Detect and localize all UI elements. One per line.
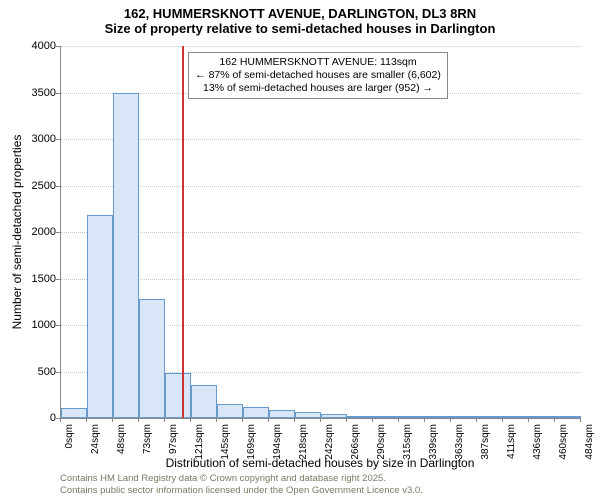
footer-line-2: Contains public sector information licen… [60,485,423,496]
bar [503,416,529,418]
x-tick-mark [424,418,425,422]
footer-note: Contains HM Land Registry data © Crown c… [60,473,423,496]
x-tick-mark [476,418,477,422]
grid-line [61,46,581,47]
bar [295,412,321,418]
y-tick-label: 0 [16,412,56,424]
bar [373,416,399,418]
x-tick-mark [216,418,217,422]
x-tick-mark [502,418,503,422]
x-tick-mark [580,418,581,422]
bar [191,385,217,418]
x-tick-mark [242,418,243,422]
bar [555,416,581,418]
y-tick-label: 3000 [16,133,56,145]
x-tick-mark [528,418,529,422]
bar [243,407,269,418]
plot-area: 162 HUMMERSKNOTT AVENUE: 113sqm ← 87% of… [60,46,581,419]
bar [113,93,139,419]
bar [321,414,347,418]
bar [399,416,425,418]
grid-line [61,139,581,140]
footer-line-1: Contains HM Land Registry data © Crown c… [60,473,423,484]
x-tick-mark [346,418,347,422]
x-tick-mark [398,418,399,422]
annotation-line-3: 13% of semi-detached houses are larger (… [195,82,441,95]
x-tick-mark [294,418,295,422]
marker-line [182,46,184,418]
y-tick-label: 4000 [16,40,56,52]
bar [61,408,87,418]
y-tick-label: 1000 [16,319,56,331]
bar [87,215,113,418]
x-tick-mark [112,418,113,422]
bar [165,373,191,418]
y-tick-label: 1500 [16,273,56,285]
title-block: 162, HUMMERSKNOTT AVENUE, DARLINGTON, DL… [0,0,600,36]
x-tick-mark [86,418,87,422]
bar [269,410,295,418]
bar [347,416,373,418]
title-line-2: Size of property relative to semi-detach… [0,21,600,36]
bar [477,416,503,418]
x-tick-label: 484sqm [584,424,595,464]
bar [139,299,165,418]
bar [529,416,555,418]
bar [425,416,451,418]
bar [217,404,243,418]
x-tick-mark [554,418,555,422]
annotation-box: 162 HUMMERSKNOTT AVENUE: 113sqm ← 87% of… [188,52,448,99]
grid-line [61,186,581,187]
bar [451,416,477,418]
annotation-line-1: 162 HUMMERSKNOTT AVENUE: 113sqm [195,56,441,69]
x-axis-label: Distribution of semi-detached houses by … [60,456,580,470]
x-tick-mark [190,418,191,422]
x-tick-mark [60,418,61,422]
y-tick-label: 2500 [16,180,56,192]
chart-container: 162, HUMMERSKNOTT AVENUE, DARLINGTON, DL… [0,0,600,500]
grid-line [61,279,581,280]
x-tick-mark [164,418,165,422]
x-tick-mark [450,418,451,422]
x-tick-mark [268,418,269,422]
annotation-line-2: ← 87% of semi-detached houses are smalle… [195,69,441,82]
x-tick-mark [320,418,321,422]
grid-line [61,232,581,233]
x-tick-mark [138,418,139,422]
x-tick-mark [372,418,373,422]
y-tick-label: 500 [16,366,56,378]
y-tick-label: 2000 [16,226,56,238]
title-line-1: 162, HUMMERSKNOTT AVENUE, DARLINGTON, DL… [0,6,600,21]
y-tick-label: 3500 [16,87,56,99]
